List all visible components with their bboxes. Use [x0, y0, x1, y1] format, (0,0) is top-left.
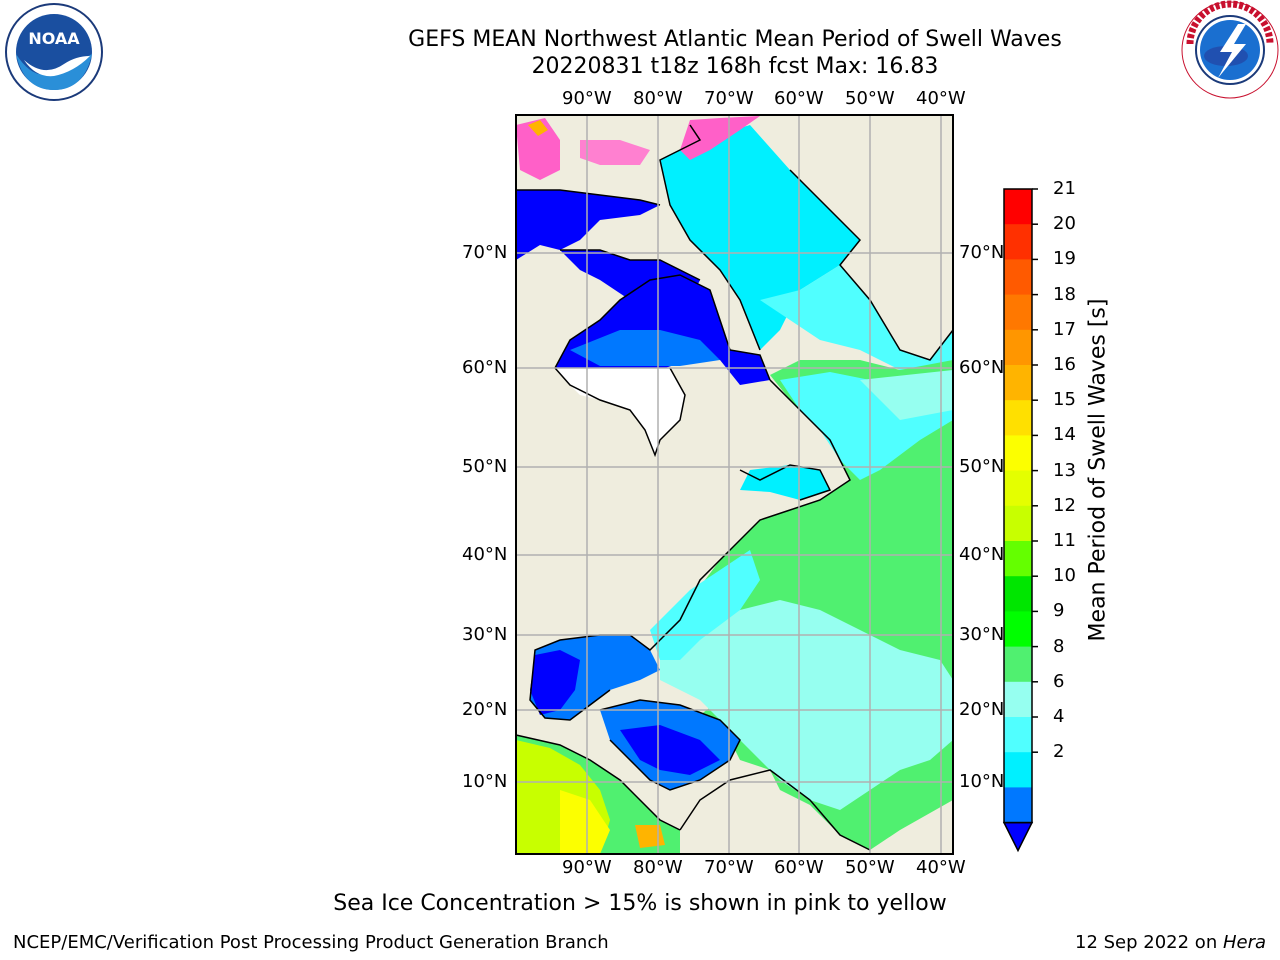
colorbar-segment — [1004, 541, 1032, 577]
sea-ice-yellow — [528, 120, 548, 136]
sea-ice-greenland — [680, 116, 760, 160]
colorbar-segment — [1004, 470, 1032, 507]
colorbar-segment — [1004, 224, 1032, 260]
colorbar-segment — [1004, 259, 1032, 296]
colorbar-label: 8 — [1053, 635, 1065, 657]
colorbar-title: Mean Period of Swell Waves [s] — [1085, 298, 1111, 642]
ocean-sargasso — [660, 600, 953, 810]
lat-label-right: 20°N — [959, 699, 1005, 720]
colorbar-segment — [1004, 435, 1032, 472]
noaa-logo-text: NOAA — [28, 29, 80, 48]
graticule — [516, 115, 953, 854]
sea-ice-north-2 — [580, 140, 650, 165]
colorbar-segment — [1004, 329, 1032, 366]
ocean-arctic-channels — [516, 190, 660, 260]
footer-credit: NCEP/EMC/Verification Post Processing Pr… — [13, 932, 609, 953]
lon-label-top: 70°W — [704, 88, 754, 109]
colorbar-segment — [1004, 576, 1032, 612]
lat-label-right: 70°N — [959, 242, 1005, 263]
colorbar-label: 6 — [1053, 670, 1065, 692]
ocean-pacific-orange — [635, 825, 665, 848]
lat-label-left: 30°N — [462, 624, 508, 645]
ocean-baffin-east — [760, 265, 953, 370]
lon-label-top: 80°W — [633, 88, 683, 109]
colorbar-label: 15 — [1053, 389, 1076, 411]
colorbar-label: 4 — [1053, 706, 1065, 727]
colorbar-segment — [1004, 294, 1032, 331]
lon-label-top: 50°W — [845, 88, 895, 109]
colorbar-segment — [1004, 717, 1032, 753]
colorbar-label: 20 — [1053, 213, 1076, 235]
colorbar-label: 10 — [1053, 565, 1076, 587]
footer-machine: Hera — [1222, 932, 1266, 953]
colorbar-segment — [1004, 611, 1032, 648]
lat-label-left: 40°N — [462, 544, 508, 565]
colorbar-label: 2 — [1053, 741, 1065, 763]
ocean-baffin-bay — [660, 125, 860, 350]
lon-label-top: 60°W — [774, 88, 824, 109]
colorbar-segment — [1004, 400, 1032, 436]
lat-label-left: 70°N — [462, 242, 508, 263]
footer-date: 12 Sep 2022 on Hera — [1075, 932, 1266, 953]
ocean-gulf-stream — [650, 550, 760, 660]
noaa-logo: NOAA — [5, 3, 103, 101]
colorbar-segment — [1004, 646, 1032, 683]
hudson-bay-lighter — [570, 330, 720, 366]
lon-label-bottom: 90°W — [562, 857, 612, 878]
lon-label-bottom: 50°W — [845, 857, 895, 878]
colorbar-label: 13 — [1053, 459, 1076, 481]
colorbar-extend-arrow — [1002, 821, 1034, 853]
lon-label-bottom: 70°W — [704, 857, 754, 878]
lat-label-right: 50°N — [959, 456, 1005, 477]
chart-subtitle: 20220831 t18z 168h fcst Max: 16.83 — [531, 54, 939, 79]
nws-logo — [1181, 0, 1279, 99]
ocean-caribbean-deep — [620, 725, 720, 775]
colorbar-segment — [1004, 681, 1032, 718]
map-panel — [515, 114, 954, 855]
colorbar-label: 9 — [1053, 600, 1065, 622]
colorbar-label: 14 — [1053, 424, 1076, 446]
lat-label-right: 10°N — [959, 771, 1005, 792]
coastlines — [515, 124, 954, 851]
colorbar-segment — [1004, 505, 1032, 542]
colorbar-segment — [1004, 787, 1032, 824]
lon-label-bottom: 40°W — [916, 857, 966, 878]
lat-label-left: 50°N — [462, 456, 508, 477]
lon-label-bottom: 60°W — [774, 857, 824, 878]
lat-label-right: 60°N — [959, 357, 1005, 378]
ocean-labrador-2 — [860, 370, 953, 420]
ocean-st-lawrence — [740, 465, 830, 500]
lat-label-right: 30°N — [959, 624, 1005, 645]
colorbar-label: 17 — [1053, 318, 1076, 340]
colorbar-label: 19 — [1053, 248, 1076, 270]
ocean-gulf-of-mexico-deep — [530, 650, 580, 715]
chart-title: GEFS MEAN Northwest Atlantic Mean Period… — [408, 27, 1062, 52]
lon-label-bottom: 80°W — [633, 857, 683, 878]
lat-label-left: 60°N — [462, 357, 508, 378]
lon-label-top: 90°W — [562, 88, 612, 109]
lat-label-left: 20°N — [462, 699, 508, 720]
sea-ice-note: Sea Ice Concentration > 15% is shown in … — [333, 891, 947, 916]
footer-date-text: 12 Sep 2022 on — [1075, 932, 1223, 953]
colorbar-segment — [1004, 189, 1032, 225]
map-frame — [515, 114, 954, 855]
colorbar-segment — [1004, 365, 1032, 401]
colorbar-label: 18 — [1053, 283, 1076, 305]
ocean-pacific-yellow-2 — [560, 790, 610, 854]
colorbar-label: 16 — [1053, 354, 1076, 375]
lat-label-right: 40°N — [959, 544, 1005, 565]
lon-label-top: 40°W — [916, 88, 966, 109]
colorbar-label: 11 — [1053, 530, 1076, 551]
sea-ice-north — [516, 118, 560, 180]
lat-label-left: 10°N — [462, 771, 508, 792]
colorbar-label: 12 — [1053, 494, 1076, 516]
colorbar-segment — [1004, 752, 1032, 788]
colorbar-label: 21 — [1053, 178, 1076, 199]
colorbar — [1002, 188, 1038, 853]
